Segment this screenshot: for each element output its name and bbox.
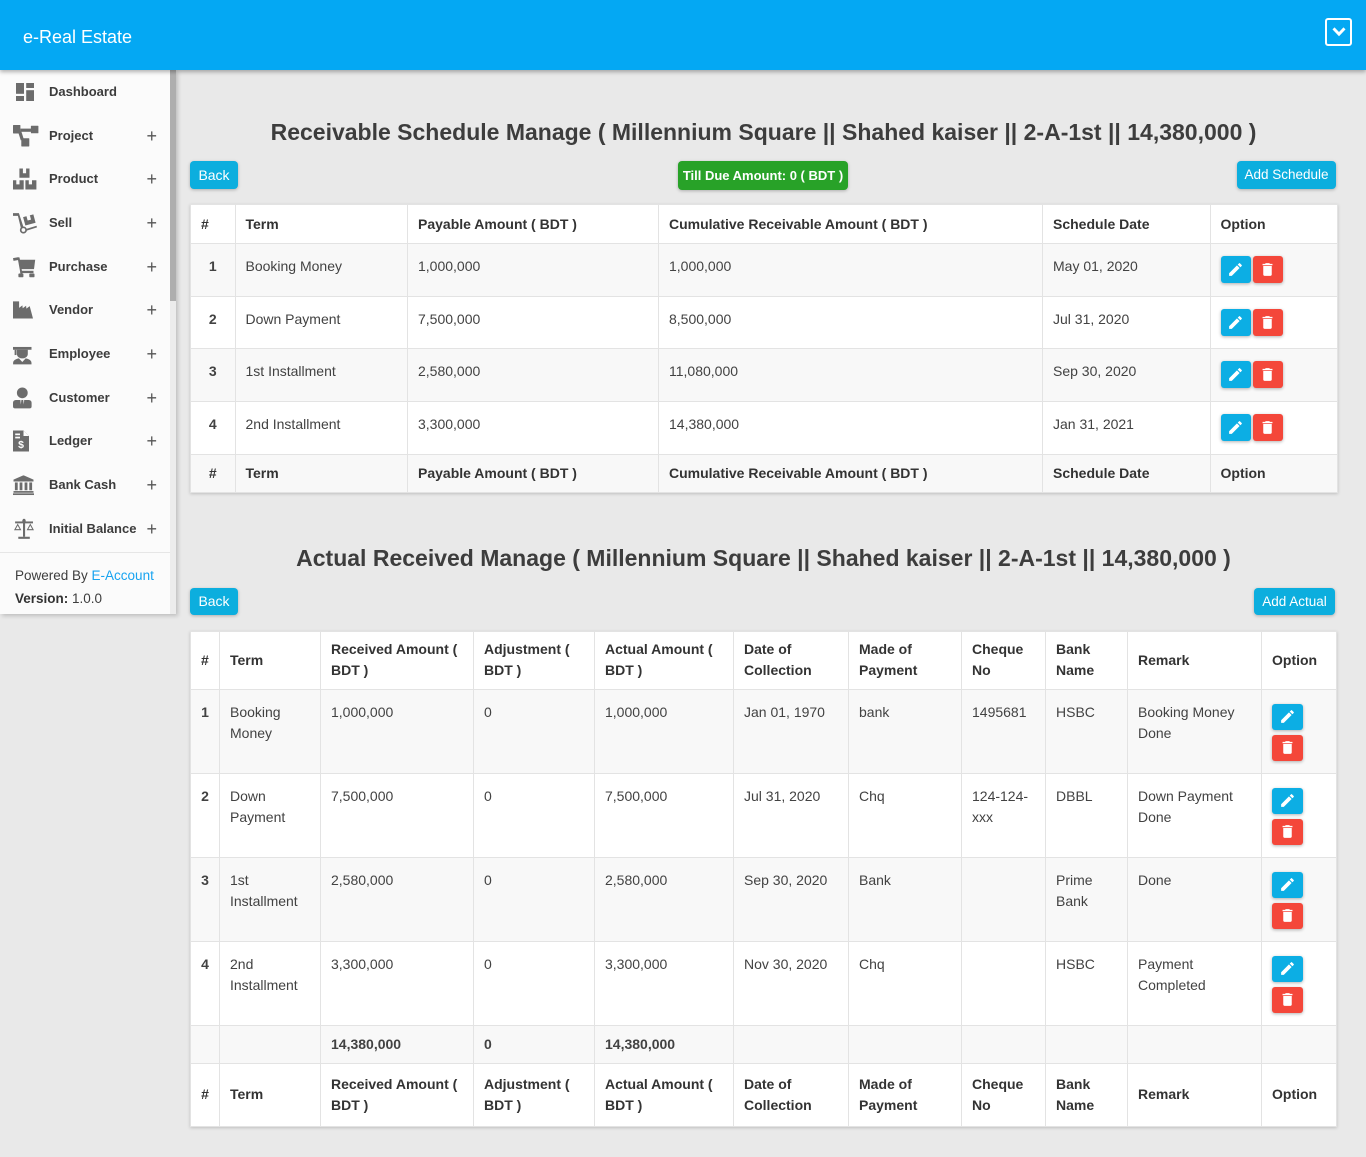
svg-text:$: $ <box>18 439 24 451</box>
